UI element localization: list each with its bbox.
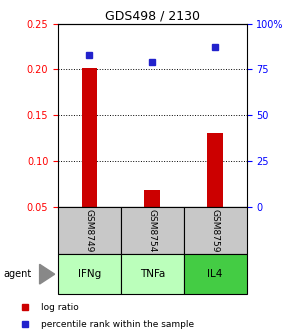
Bar — [207, 133, 223, 207]
Text: IL4: IL4 — [207, 269, 223, 279]
Text: GSM8754: GSM8754 — [148, 209, 157, 252]
Bar — [144, 190, 160, 207]
Bar — [58, 207, 121, 254]
Text: log ratio: log ratio — [41, 303, 79, 312]
Bar — [184, 207, 246, 254]
Text: TNFa: TNFa — [139, 269, 165, 279]
Bar — [121, 254, 184, 294]
Text: GSM8749: GSM8749 — [85, 209, 94, 252]
Polygon shape — [39, 264, 55, 284]
Text: agent: agent — [3, 269, 31, 279]
Text: percentile rank within the sample: percentile rank within the sample — [41, 320, 194, 329]
Bar — [81, 69, 97, 207]
Bar — [121, 207, 184, 254]
Title: GDS498 / 2130: GDS498 / 2130 — [105, 9, 200, 23]
Text: GSM8759: GSM8759 — [211, 209, 220, 252]
Bar — [184, 254, 246, 294]
Text: IFNg: IFNg — [78, 269, 101, 279]
Bar — [58, 254, 121, 294]
